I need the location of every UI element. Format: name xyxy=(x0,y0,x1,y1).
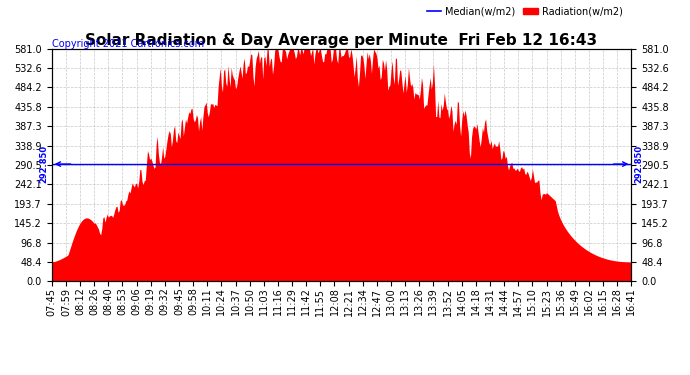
Text: 292.850: 292.850 xyxy=(634,145,643,183)
Text: 292.850: 292.850 xyxy=(40,145,49,183)
Legend: Median(w/m2), Radiation(w/m2): Median(w/m2), Radiation(w/m2) xyxy=(423,3,627,20)
Text: Copyright 2021 Cartronics.com: Copyright 2021 Cartronics.com xyxy=(52,39,204,50)
Title: Solar Radiation & Day Average per Minute  Fri Feb 12 16:43: Solar Radiation & Day Average per Minute… xyxy=(86,33,598,48)
